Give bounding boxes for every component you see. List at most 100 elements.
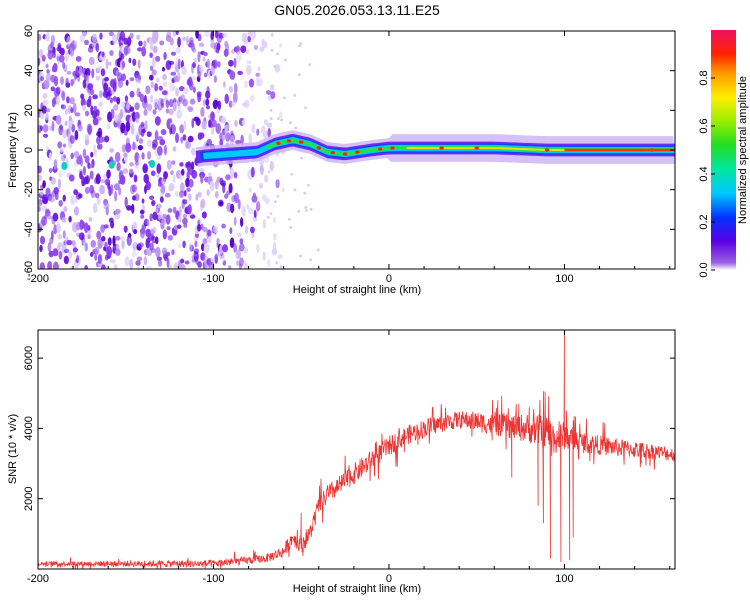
spectrogram-cell [267,127,272,138]
spectrogram-cell [93,202,98,214]
spectrogram-cell [304,106,307,110]
spectrogram-cell [177,215,182,223]
spectrogram-cell [53,186,59,195]
ridge-core [600,148,603,152]
spectrogram-cell [100,68,106,77]
spectrogram-cell [152,226,157,233]
spectrogram-cell [297,209,301,213]
spectrogram-cell [246,49,250,54]
spectrogram-cell [38,119,41,127]
spectrogram-cell [266,215,270,219]
y-tick-label: -20 [23,182,35,198]
spectrogram-cell [149,94,154,103]
spectrogram-cell [39,262,46,269]
spectrogram-cell [277,117,280,121]
snr-x-axis-label: Height of straight line (km) [293,583,421,595]
spectrogram-cell [89,184,95,194]
ridge-hotspot [474,146,479,150]
spectrogram-cell [218,201,224,206]
spectrogram-cell [248,187,252,193]
y-tick-label: 6000 [23,346,35,370]
spectrogram-cell [68,115,72,122]
ridge-core [663,148,666,152]
spectrogram-cell [84,186,90,195]
spectrogram-cell [163,52,167,61]
ridge-blob-core [62,163,66,168]
spectrogram-cell [97,238,103,249]
spectrogram-cell [126,38,132,44]
spectrogram-cell [42,133,49,138]
spectrogram-cell [175,132,179,144]
spectrogram-cell [114,208,121,215]
ridge-hotspot [316,146,321,150]
spectrogram-cell [190,161,195,170]
ridge-core [579,148,582,152]
spectrogram-cell [170,124,176,135]
spectrogram-cell [134,193,140,202]
spectrogram-cell [133,174,138,183]
spectrogram-cell [203,51,208,57]
spectrogram-cell [55,114,62,126]
spectrogram-cell [39,76,44,82]
spectrogram-cell [212,99,219,110]
spectrogram-cell [132,58,137,67]
spectrogram-cell [117,72,123,82]
spectrogram-cell [149,52,153,58]
spectrogram-cell [83,31,86,37]
spectrogram-cell [155,246,161,258]
spectrogram-cell [233,216,237,226]
spectrogram-cell [258,182,263,189]
spectrogram-cell [46,31,50,40]
spectrogram-cell [211,127,215,135]
spectrogram-cell [182,134,187,141]
spectrogram-cell [132,241,138,251]
spectrogram-cell [162,73,167,81]
y-tick-label: 20 [23,104,35,116]
ridge-band-green [266,138,675,156]
spectrogram-cell [76,254,80,264]
spectrogram-cell [185,35,189,46]
spectrogram-cell [80,97,86,108]
spectrogram-cell [123,152,128,158]
spectrogram-cell [171,249,175,256]
spectrogram-cell [294,126,298,130]
spectrogram-cell [85,233,92,240]
spectrogram-cell [168,182,175,192]
ridge-blob-core [110,162,114,167]
ridge-hotspot [276,141,281,145]
spectrogram-cell [204,31,210,38]
spectrogram-cell [172,206,177,214]
ridge-core [629,148,633,152]
spectrogram-cell [141,152,145,160]
spectrogram-cell [176,109,183,119]
spectrogram-cell [240,134,244,146]
spectrogram-cell [118,186,122,196]
spectrogram-cell [150,170,156,177]
ridge-hotspot [390,146,395,150]
spectrogram-cell [105,58,109,70]
spectrogram-cell [52,62,58,73]
spectrogram-cell [82,165,86,176]
spectrogram-cell [45,73,52,83]
spectrogram-cell [166,251,171,257]
spectrogram-cell [177,72,181,83]
spectrogram-cell [125,121,131,132]
spectrogram-cell [188,80,194,91]
spectrogram-cell [176,224,182,229]
spectrogram-cell [155,77,160,83]
spectrogram-cell [259,165,264,176]
spectrogram-cell [234,120,238,128]
spectrogram-cell [243,247,249,254]
spectrogram-cell [182,98,188,107]
spectrogram-cell [49,196,56,203]
spectrogram-cell [270,84,275,91]
spectrogram-cell [205,90,211,99]
spectrogram-cell [303,191,307,195]
spectrogram-cell [239,238,244,245]
spectrogram-cell [94,192,100,199]
spectrogram-cell [316,248,320,252]
spectrogram-cell [45,63,49,69]
spectrogram-cell [168,265,173,269]
spectrogram-cell [200,174,204,184]
